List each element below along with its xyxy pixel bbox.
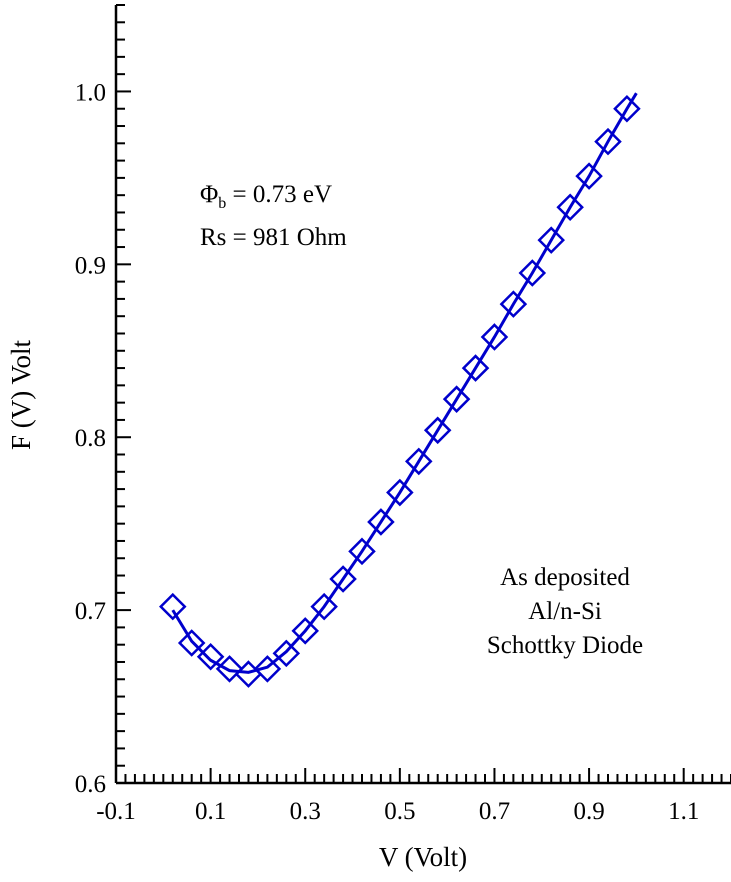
data-point	[556, 193, 584, 222]
data-point	[159, 592, 187, 621]
data-point	[575, 162, 603, 190]
y-tick-label: 0.9	[75, 252, 106, 279]
data-point	[442, 385, 471, 413]
sample-label-line2: Al/n-Si	[528, 598, 602, 625]
data-point	[386, 478, 414, 507]
series-resistance-annotation: Rs = 981 Ohm	[200, 224, 347, 251]
data-point	[253, 655, 282, 683]
x-tick-labels: -0.1 0.1 0.3 0.5 0.7 0.9 1.1	[96, 798, 699, 825]
data-point	[367, 508, 395, 536]
data-point	[594, 127, 622, 156]
x-tick-label: 0.5	[384, 798, 415, 825]
data-point	[480, 323, 509, 351]
x-tick-label: -0.1	[96, 798, 136, 825]
y-tick-label: 0.7	[75, 598, 106, 625]
data-markers	[159, 94, 641, 688]
barrier-value: = 0.73 eV	[226, 181, 332, 208]
x-tick-label: 0.9	[573, 798, 604, 825]
data-point	[613, 94, 641, 123]
phi-subscript: b	[218, 195, 226, 212]
barrier-height-annotation: Φb = 0.73 eV	[200, 181, 332, 212]
y-tick-labels: 0.6 0.7 0.8 0.9 1.0	[75, 79, 106, 798]
data-point	[177, 629, 206, 657]
y-axis-title: F (V) Volt	[6, 339, 36, 450]
y-tick-label: 0.6	[75, 771, 106, 798]
x-tick-label: 1.1	[668, 798, 699, 825]
data-point	[461, 354, 490, 382]
data-point	[348, 537, 376, 566]
x-tick-label: 0.7	[479, 798, 510, 825]
y-tick-label: 1.0	[75, 79, 106, 106]
x-ticks	[115, 768, 731, 783]
y-ticks	[116, 4, 131, 784]
y-tick-label: 0.8	[75, 425, 106, 452]
phi-symbol: Φ	[200, 181, 218, 208]
data-point	[196, 643, 225, 671]
data-point	[537, 226, 565, 254]
x-tick-label: 0.3	[290, 798, 321, 825]
data-point	[215, 655, 244, 683]
data-point	[423, 416, 452, 445]
data-point	[405, 447, 433, 476]
data-point	[291, 617, 319, 645]
data-point	[518, 259, 547, 287]
data-point	[499, 290, 528, 318]
data-point	[310, 592, 338, 621]
data-point	[272, 639, 301, 668]
x-axis-title: V (Volt)	[379, 842, 467, 872]
sample-label-line3: Schottky Diode	[487, 632, 643, 659]
data-point	[329, 565, 357, 593]
fit-line	[171, 92, 638, 674]
x-tick-label: 0.1	[195, 798, 226, 825]
sample-label-line1: As deposited	[500, 564, 630, 591]
